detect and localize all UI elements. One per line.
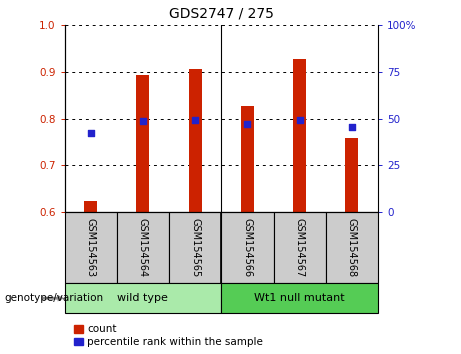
Text: GSM154566: GSM154566: [242, 218, 253, 277]
Bar: [293, 58, 306, 212]
Text: wild type: wild type: [118, 293, 168, 303]
Text: GSM154568: GSM154568: [347, 218, 357, 277]
Point: [139, 118, 147, 124]
Bar: [189, 69, 202, 212]
Bar: [65, 283, 221, 313]
Bar: [326, 212, 378, 283]
Point: [296, 118, 303, 123]
Text: Wt1 null mutant: Wt1 null mutant: [254, 293, 345, 303]
Text: genotype/variation: genotype/variation: [5, 293, 104, 303]
Point: [244, 121, 251, 127]
Bar: [273, 212, 326, 283]
Bar: [241, 107, 254, 212]
Point: [87, 130, 95, 136]
Title: GDS2747 / 275: GDS2747 / 275: [169, 7, 274, 21]
Point: [191, 117, 199, 122]
Bar: [136, 75, 149, 212]
Point: [348, 124, 355, 130]
Bar: [221, 212, 273, 283]
Text: GSM154564: GSM154564: [138, 218, 148, 277]
Bar: [221, 283, 378, 313]
Bar: [65, 212, 117, 283]
Bar: [84, 201, 97, 212]
Bar: [117, 212, 169, 283]
Text: GSM154567: GSM154567: [295, 218, 305, 277]
Text: GSM154565: GSM154565: [190, 218, 200, 277]
Legend: count, percentile rank within the sample: count, percentile rank within the sample: [70, 320, 267, 351]
Bar: [345, 138, 359, 212]
Text: GSM154563: GSM154563: [86, 218, 96, 277]
Bar: [169, 212, 221, 283]
